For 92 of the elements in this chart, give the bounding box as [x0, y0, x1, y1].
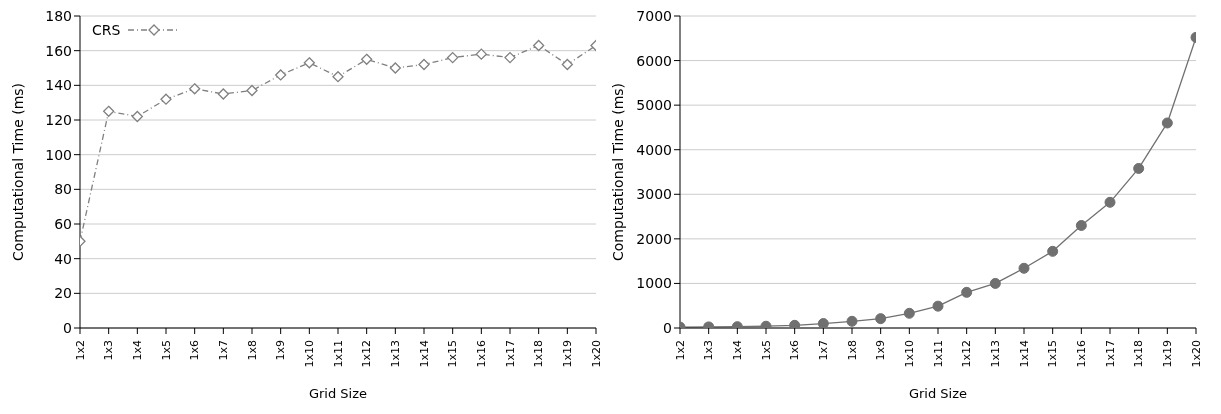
- y-tick-label: 6000: [636, 52, 672, 69]
- x-tick-label: 1x5: [159, 340, 173, 361]
- x-tick-label: 1x18: [532, 340, 546, 368]
- x-tick-label: 1x13: [988, 340, 1002, 368]
- point: [961, 286, 973, 298]
- x-tick-label: 1x19: [1160, 340, 1174, 368]
- point: [475, 48, 487, 60]
- x-tick-label: 1x11: [331, 340, 345, 368]
- point: [932, 300, 944, 312]
- x-tick-label: 1x11: [931, 340, 945, 368]
- y-tick-label: 160: [45, 42, 72, 59]
- x-tick-label: 1x4: [730, 340, 744, 361]
- x-axis-title: Grid Size: [308, 386, 368, 401]
- y-tick-label: 20: [54, 285, 72, 302]
- y-axis-title: Computational Time (ms): [609, 82, 626, 262]
- point: [361, 53, 373, 65]
- point: [447, 51, 459, 64]
- point: [875, 313, 887, 325]
- x-tick-label: 1x10: [902, 340, 916, 368]
- point: [561, 58, 573, 71]
- x-tick-label: 1x6: [188, 340, 202, 361]
- point: [1104, 196, 1116, 208]
- y-tick-label: 60: [54, 215, 72, 232]
- point: [1161, 117, 1173, 129]
- x-tick-label: 1x16: [474, 340, 488, 368]
- x-tick-label: 1x3: [102, 340, 116, 361]
- x-tick-label: 1x16: [1074, 340, 1088, 368]
- y-tick-label: 40: [54, 250, 72, 267]
- point: [246, 84, 258, 97]
- x-tick-label: 1x8: [845, 340, 859, 361]
- x-tick-label: 1x10: [302, 340, 316, 368]
- x-tick-label: 1x19: [560, 340, 574, 368]
- x-tick-label: 1x15: [1046, 340, 1060, 368]
- x-tick-label: 1x15: [446, 340, 460, 368]
- point: [303, 57, 315, 69]
- x-tick-label: 1x17: [1103, 340, 1117, 368]
- x-axis-title: Grid Size: [908, 386, 968, 401]
- x-tick-label: 1x17: [503, 340, 517, 368]
- point: [1018, 262, 1030, 274]
- x-tick-label: 1x20: [589, 340, 603, 368]
- point: [504, 51, 516, 64]
- x-tick-label: 1x14: [1017, 340, 1031, 368]
- y-tick-label: 0: [63, 319, 72, 336]
- point: [533, 39, 545, 52]
- x-tick-label: 1x9: [274, 340, 288, 361]
- point: [189, 83, 201, 95]
- point: [275, 69, 287, 81]
- y-tick-label: 3000: [636, 186, 672, 203]
- x-tick-label: 1x2: [673, 340, 687, 361]
- x-tick-label: 1x7: [216, 340, 230, 361]
- point: [1133, 162, 1145, 174]
- x-tick-label: 1x7: [816, 340, 830, 361]
- y-tick-label: 7000: [636, 7, 672, 24]
- point: [418, 58, 430, 71]
- x-tick-label: 1x18: [1132, 340, 1146, 368]
- x-tick-label: 1x3: [702, 340, 716, 361]
- point: [160, 93, 172, 105]
- point: [846, 315, 858, 327]
- x-tick-label: 1x14: [417, 340, 431, 368]
- x-tick-label: 1x2: [73, 340, 87, 361]
- x-tick-label: 1x8: [245, 340, 259, 361]
- point: [1047, 245, 1059, 257]
- point: [789, 319, 801, 328]
- y-axis-title: Computational Time (ms): [9, 82, 26, 262]
- x-tick-label: 1x20: [1189, 340, 1203, 368]
- y-tick-label: 140: [45, 77, 72, 94]
- point: [131, 110, 143, 123]
- point: [103, 105, 115, 117]
- y-tick-label: 5000: [636, 97, 672, 114]
- y-tick-label: 100: [45, 146, 72, 163]
- point: [989, 277, 1001, 289]
- y-tick-label: 180: [45, 7, 72, 24]
- legend-label: CRS: [92, 22, 121, 38]
- point: [217, 88, 229, 100]
- y-tick-label: 2000: [636, 230, 672, 247]
- y-tick-label: 120: [45, 111, 72, 128]
- x-tick-label: 1x6: [788, 340, 802, 361]
- x-tick-label: 1x12: [960, 340, 974, 368]
- point: [903, 307, 915, 319]
- point: [817, 318, 829, 328]
- x-tick-label: 1x4: [130, 340, 144, 361]
- point: [389, 62, 401, 74]
- x-tick-label: 1x9: [874, 340, 888, 361]
- y-tick-label: 1000: [636, 275, 672, 292]
- y-tick-label: 4000: [636, 141, 672, 158]
- x-tick-label: 1x12: [360, 340, 374, 368]
- point: [332, 71, 344, 83]
- x-tick-label: 1x5: [759, 340, 773, 361]
- point: [1075, 219, 1087, 231]
- x-tick-label: 1x13: [388, 340, 402, 368]
- y-tick-label: 80: [54, 181, 72, 198]
- y-tick-label: 0: [663, 319, 672, 336]
